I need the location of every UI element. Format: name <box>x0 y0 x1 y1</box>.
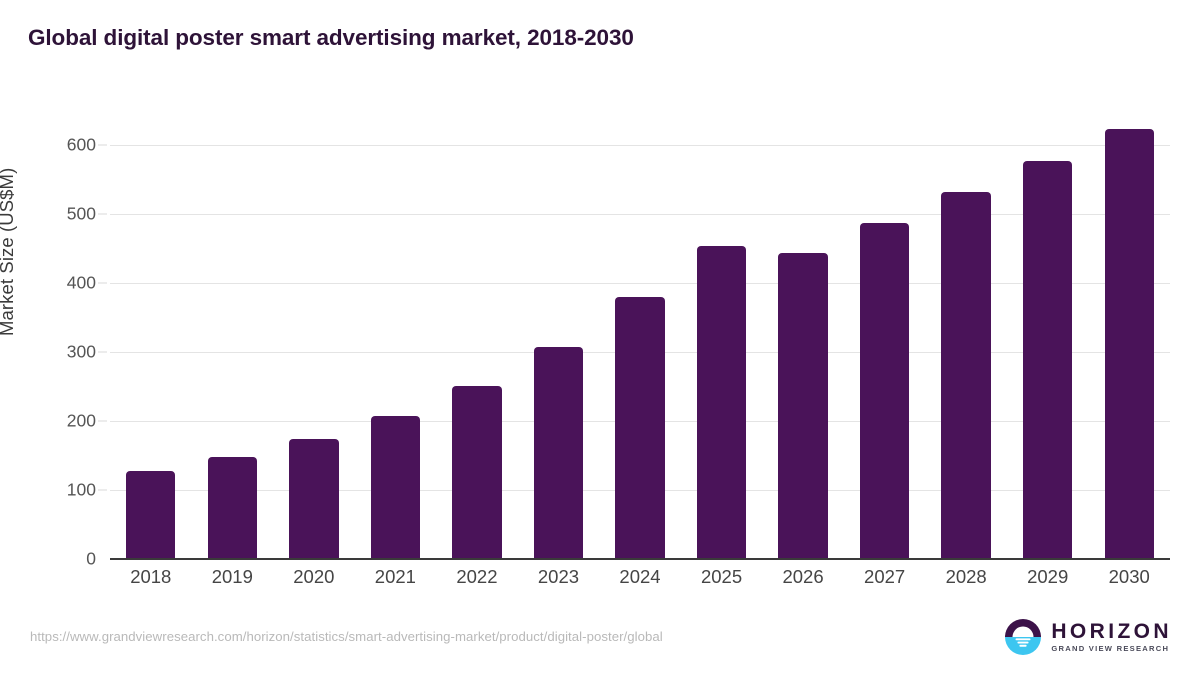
brand-logo: HORIZON GRAND VIEW RESEARCH <box>1004 616 1172 658</box>
bar-series <box>110 110 1170 559</box>
y-tick-mark <box>98 144 107 146</box>
x-tick-label: 2030 <box>1108 566 1150 587</box>
gridline <box>110 144 1170 146</box>
bar[interactable] <box>615 297 665 559</box>
y-tick-label: 100 <box>66 479 96 500</box>
bar[interactable] <box>1023 161 1073 559</box>
y-tick-mark <box>98 489 107 491</box>
source-url[interactable]: https://www.grandviewresearch.com/horizo… <box>30 629 663 644</box>
plot-area <box>110 110 1170 560</box>
x-tick-label: 2025 <box>700 566 743 587</box>
bar[interactable] <box>207 456 257 559</box>
x-tick-label: 2021 <box>374 566 416 587</box>
y-tick-mark <box>98 213 107 215</box>
y-tick-mark <box>98 351 107 353</box>
bar[interactable] <box>859 222 910 559</box>
x-tick-label: 2029 <box>1027 566 1069 587</box>
x-tick-label: 2018 <box>130 566 172 587</box>
gridline <box>110 213 1170 215</box>
y-tick-mark <box>98 282 107 284</box>
logo-wordmark: HORIZON GRAND VIEW RESEARCH <box>1051 621 1172 653</box>
x-tick-label: 2028 <box>945 566 987 587</box>
x-tick-label: 2027 <box>864 566 906 587</box>
x-tick-label: 2026 <box>782 566 824 587</box>
x-tick-label: 2023 <box>537 566 580 587</box>
y-tick-mark <box>98 420 107 422</box>
horizon-sunrise-circle-icon <box>1004 618 1042 656</box>
y-tick-label: 200 <box>66 410 96 431</box>
x-axis-labels: 2018 2019 2020 2021 2022 2023 2024 2025 2026 2027… <box>110 566 1170 596</box>
y-tick-label: 0 <box>86 548 96 569</box>
y-tick-label: 300 <box>66 341 96 362</box>
page-title: Global digital poster smart advertising … <box>28 25 634 50</box>
y-tick-label: 500 <box>66 203 96 224</box>
bar[interactable] <box>370 416 421 559</box>
bar[interactable] <box>452 386 502 559</box>
bar[interactable] <box>126 471 176 559</box>
x-tick-label: 2024 <box>619 566 661 587</box>
y-tick-label: 600 <box>66 134 96 155</box>
x-tick-label: 2020 <box>293 566 335 587</box>
gridline <box>110 282 1170 284</box>
bar[interactable] <box>696 246 747 559</box>
x-tick-label: 2022 <box>456 566 498 587</box>
logo-subtitle: GRAND VIEW RESEARCH <box>1051 644 1170 654</box>
logo-word: HORIZON <box>1051 620 1172 644</box>
y-axis-title: Market Size (US$M) <box>0 167 17 336</box>
bar[interactable] <box>533 346 584 559</box>
bar[interactable] <box>778 253 828 559</box>
x-axis-line <box>110 558 1170 560</box>
x-tick-label: 2019 <box>211 566 253 587</box>
y-tick-label: 400 <box>66 272 96 293</box>
bar[interactable] <box>289 438 339 559</box>
bar[interactable] <box>1104 129 1154 559</box>
bar[interactable] <box>941 192 991 559</box>
